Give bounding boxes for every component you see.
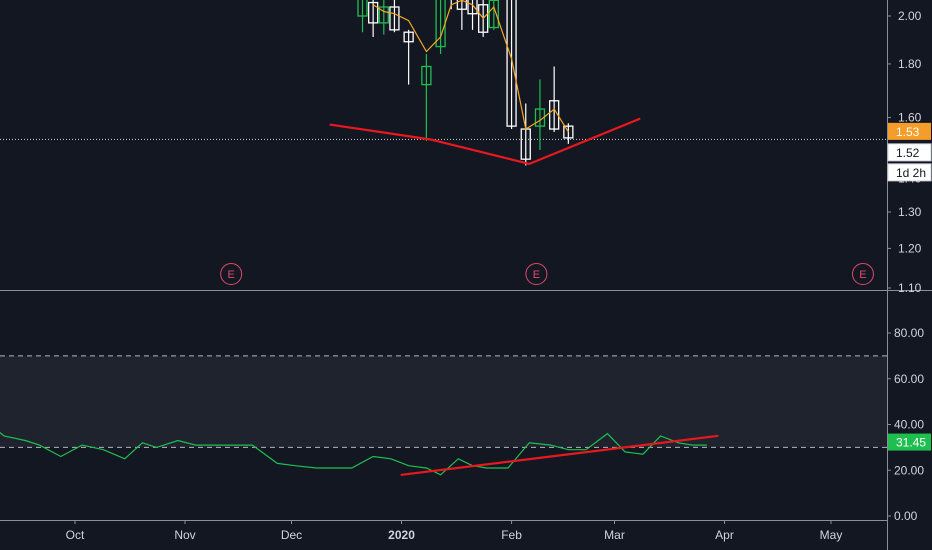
price-tick-label: 1.60 [898,111,922,125]
oscillator-value-tag-bg [888,433,931,451]
osc-tick-label: 60.00 [894,372,924,386]
time-tick-label: Mar [604,528,625,542]
time-tick-label: Oct [66,528,85,542]
candle[interactable] [467,0,478,30]
time-tick-label: May [820,528,843,542]
time-tick-label: 2020 [388,528,415,542]
candle-body [467,0,478,15]
moving-average-line [372,0,569,133]
current-price-tag-bg [887,143,932,162]
oscillator-trendline[interactable] [400,434,719,476]
candle[interactable] [563,123,574,144]
candle[interactable] [403,29,414,85]
candle-body [563,125,574,139]
price-tick-label: 1.30 [898,205,922,219]
current-price-tag-text: 1.52 [896,146,920,160]
candle[interactable] [421,53,432,141]
earnings-marker[interactable]: E [220,263,243,285]
earnings-marker[interactable]: E [851,263,874,285]
support-trendline[interactable] [528,117,641,165]
earnings-label: E [859,269,866,281]
earnings-marker[interactable]: E [525,263,548,285]
earnings-icon [525,263,548,285]
countdown-tag: 1d 2h [887,163,932,182]
price-tick-label: 1.10 [898,281,922,295]
countdown-tag-text: 1d 2h [896,166,926,180]
candle[interactable] [367,0,379,37]
candle-body [549,100,560,130]
earnings-label: E [533,269,540,281]
candle[interactable] [478,0,489,37]
price-tick-label: 2.00 [898,9,922,23]
candle-body [357,0,368,17]
candle-body [378,6,389,24]
candle-body [421,65,432,86]
oscillator-line [0,431,707,476]
candle[interactable] [389,0,400,33]
candle-body [389,6,400,31]
candle[interactable] [378,0,389,35]
osc-tick-label: 0.00 [894,509,918,523]
last-price-tag: 1.53 [888,122,931,140]
current-price-tag: 1.52 [887,143,932,162]
candle-body [403,31,414,43]
time-tick-label: Apr [715,528,734,542]
earnings-icon [220,263,243,285]
price-tick-label: 1.20 [898,241,922,255]
oscillator-value-tag-text: 31.45 [896,436,926,450]
price-tick-label: 1.80 [898,57,922,71]
oscillator-band [0,355,887,448]
candle-body [367,1,379,24]
candle[interactable] [488,0,499,30]
candle-body [478,4,489,33]
candle[interactable] [435,0,446,54]
time-tick-label: Dec [281,528,302,542]
time-tick-label: Nov [174,528,195,542]
earnings-label: E [227,269,234,281]
support-trendline[interactable] [428,138,531,165]
last-price-tag-text: 1.53 [896,125,920,139]
candle[interactable] [549,66,560,132]
time-tick-label: Feb [501,528,522,542]
oscillator-value-tag: 31.45 [888,433,931,451]
oscillator-pane[interactable] [0,355,887,476]
candle-body [506,0,517,127]
osc-tick-label: 40.00 [894,418,924,432]
osc-tick-label: 20.00 [894,463,924,477]
candle[interactable] [357,0,368,33]
last-price-tag-bg [888,122,931,140]
support-trendline[interactable] [329,123,432,141]
candle-body [435,0,446,48]
osc-tick-label: 80.00 [894,326,924,340]
earnings-icon [851,263,874,285]
candle-body [488,0,499,29]
countdown-tag-bg [887,163,932,182]
